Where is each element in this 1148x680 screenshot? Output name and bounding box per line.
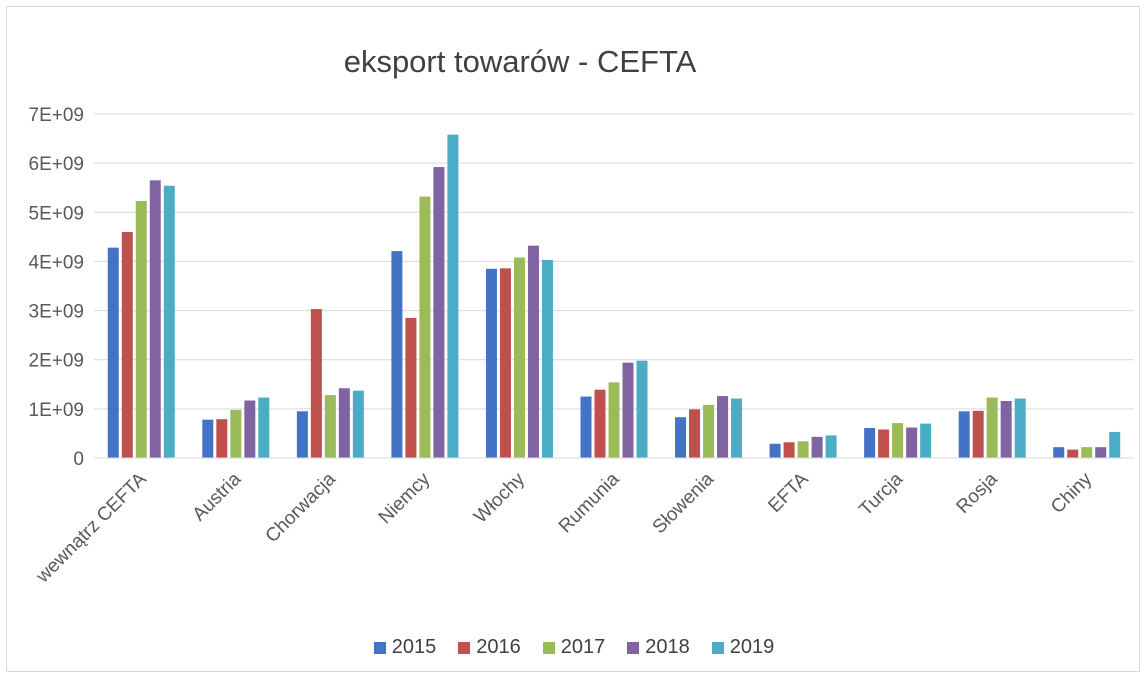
legend-label: 2016 xyxy=(476,636,521,658)
bar xyxy=(1053,447,1065,458)
bar xyxy=(296,411,308,458)
bar xyxy=(149,180,161,459)
bar xyxy=(230,409,242,458)
bar xyxy=(1095,447,1107,458)
y-tick-label: 5E+09 xyxy=(29,203,84,224)
legend-swatch xyxy=(711,641,724,654)
bar xyxy=(513,257,525,458)
x-tick-label: Turcja xyxy=(855,468,907,520)
bar xyxy=(797,441,809,458)
x-tick-label: wewnątrz CEFTA xyxy=(32,468,151,587)
bar xyxy=(986,397,998,458)
chart-title: eksport towarów - CEFTA xyxy=(343,44,697,79)
legend-label: 2015 xyxy=(391,636,437,658)
bar xyxy=(310,309,322,458)
bar xyxy=(769,443,781,458)
bar xyxy=(717,396,729,458)
chart-frame xyxy=(6,6,1140,672)
chart-legend: 2015 2016 2017 2018 2019 xyxy=(0,636,1148,659)
bar xyxy=(731,398,743,458)
bar xyxy=(258,397,270,458)
legend-item: 2017 xyxy=(542,636,606,659)
y-tick-label: 3E+09 xyxy=(29,302,84,323)
bar xyxy=(892,423,904,458)
bar xyxy=(541,259,553,458)
bar xyxy=(703,404,715,458)
y-tick-label: 6E+09 xyxy=(29,154,84,175)
x-tick-label: Austria xyxy=(189,468,246,525)
bar xyxy=(864,428,876,458)
bar xyxy=(419,196,431,458)
legend-swatch xyxy=(542,641,555,654)
bar xyxy=(391,251,403,458)
y-tick-label: 7E+09 xyxy=(29,105,84,126)
bar xyxy=(1014,398,1026,458)
bar xyxy=(972,410,984,458)
bar xyxy=(244,400,256,458)
bar xyxy=(527,245,539,458)
bar xyxy=(447,134,459,458)
bar xyxy=(121,231,133,458)
bar xyxy=(405,317,417,458)
x-tick-label: Niemcy xyxy=(375,468,435,528)
bar xyxy=(338,388,350,458)
bar xyxy=(689,409,701,458)
legend-label: 2018 xyxy=(645,636,690,658)
x-tick-label: Słowenia xyxy=(649,468,719,538)
x-tick-label: Chorwacja xyxy=(262,468,341,547)
bar-chart: 0 1E+09 2E+09 3E+09 4E+09 5E+09 6E+09 7E+09 wewn… xyxy=(29,105,1134,588)
x-tick-label: Rosja xyxy=(953,468,1003,518)
bar xyxy=(216,419,228,458)
bar xyxy=(594,389,606,458)
legend-swatch xyxy=(627,641,640,654)
bar xyxy=(580,396,592,458)
bar xyxy=(1081,447,1093,458)
x-tick-label: Włochy xyxy=(470,468,529,527)
bar xyxy=(878,429,890,458)
bar xyxy=(958,411,970,458)
legend-item: 2019 xyxy=(711,636,775,659)
bar xyxy=(107,247,119,458)
bar xyxy=(485,268,497,458)
legend-swatch xyxy=(458,641,471,654)
bar xyxy=(906,427,918,458)
bar xyxy=(675,417,687,458)
bar xyxy=(783,442,795,458)
bar xyxy=(622,362,634,458)
bar xyxy=(202,419,214,458)
legend-item: 2018 xyxy=(627,636,690,659)
bar xyxy=(636,360,648,458)
bar xyxy=(163,185,175,458)
y-tick-label: 2E+09 xyxy=(29,351,84,372)
legend-label: 2019 xyxy=(729,636,775,658)
bar xyxy=(1000,400,1012,458)
bar xyxy=(1109,431,1121,458)
bar xyxy=(608,382,620,458)
y-tick-label: 0 xyxy=(73,449,84,470)
legend-item: 2015 xyxy=(373,636,437,659)
bar xyxy=(135,200,147,459)
bar xyxy=(920,423,932,458)
x-tick-label: Rumunia xyxy=(555,468,624,537)
x-tick-label: EFTA xyxy=(764,468,812,516)
bar xyxy=(1067,449,1079,458)
legend-label: 2017 xyxy=(560,636,606,658)
bar xyxy=(433,167,445,458)
bar xyxy=(352,390,364,458)
bar xyxy=(324,395,336,458)
legend-swatch xyxy=(373,641,386,654)
y-tick-label: 1E+09 xyxy=(29,400,84,421)
bar xyxy=(499,268,511,458)
legend-item: 2016 xyxy=(458,636,521,659)
x-tick-label: Chiny xyxy=(1047,468,1097,518)
bar xyxy=(825,435,837,458)
bar xyxy=(811,436,823,458)
y-tick-label: 4E+09 xyxy=(29,252,84,273)
